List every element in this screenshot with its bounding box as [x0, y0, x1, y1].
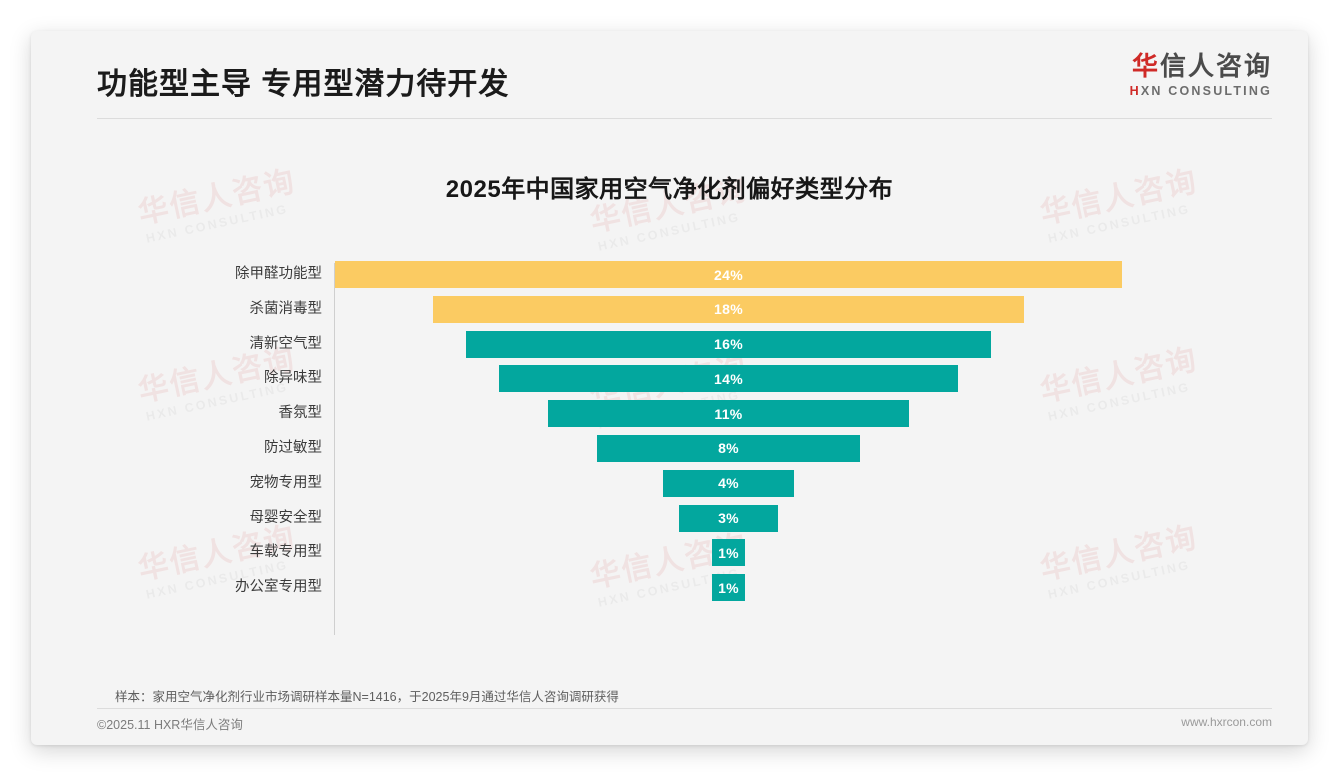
chart-rows: 除甲醛功能型 24% 杀菌消毒型 18% 清新空气型 16% 除异味型 14% 香氛型 11% 防过…: [97, 257, 1232, 605]
funnel-chart: 除甲醛功能型 24% 杀菌消毒型 18% 清新空气型 16% 除异味型 14% 香氛型 11% 防过…: [97, 257, 1232, 647]
chart-title: 2025年中国家用空气净化剂偏好类型分布: [445, 176, 894, 203]
logo-english-text: HXN CONSULTING: [1130, 84, 1272, 98]
bar-track: 1%: [335, 570, 1232, 605]
bar-value-label: 3%: [718, 510, 739, 527]
bar-track: 8%: [335, 431, 1232, 466]
chart-axis-line: [334, 263, 335, 635]
company-logo: 华信人咨询 HXN CONSULTING: [1130, 51, 1272, 98]
chart-row: 防过敏型 8%: [97, 431, 1232, 466]
logo-chinese-rest: 信人咨询: [1159, 51, 1272, 81]
bar-value-label: 1%: [718, 544, 739, 561]
page-title: 功能型主导 专用型潜力待开发: [97, 68, 510, 101]
category-label: 防过敏型: [264, 439, 322, 456]
chart-bar[interactable]: 1%: [712, 539, 745, 567]
chart-row: 车载专用型 1%: [97, 535, 1232, 570]
chart-row: 除甲醛功能型 24%: [97, 257, 1232, 292]
bar-track: 1%: [335, 535, 1232, 570]
chart-row: 除异味型 14%: [97, 361, 1232, 396]
chart-bar[interactable]: 16%: [466, 330, 991, 358]
category-label: 香氛型: [278, 405, 323, 422]
logo-chinese-text: 华信人咨询: [1130, 51, 1272, 81]
category-label: 清新空气型: [249, 335, 323, 352]
category-label: 杀菌消毒型: [249, 300, 323, 317]
bar-value-label: 24%: [714, 266, 743, 283]
chart-bar[interactable]: 24%: [335, 261, 1122, 288]
bar-value-label: 16%: [714, 336, 743, 353]
bar-track: 3%: [335, 501, 1232, 536]
chart-bar[interactable]: 14%: [498, 365, 959, 393]
category-label: 除甲醛功能型: [235, 266, 322, 282]
footer-website: www.hxrcon.com: [1181, 715, 1272, 729]
footer-copyright: ©2025.11 HXR华信人咨询: [97, 718, 243, 732]
header-divider: [97, 118, 1272, 119]
chart-bar[interactable]: 18%: [433, 295, 1024, 323]
chart-row: 母婴安全型 3%: [97, 501, 1232, 536]
category-label: 车载专用型: [249, 544, 323, 561]
chart-footnote: 样本：家用空气净化剂行业市场调研样本量N=1416，于2025年9月通过华信人咨…: [115, 690, 619, 704]
bar-value-label: 8%: [718, 440, 739, 457]
chart-bar[interactable]: 11%: [548, 400, 909, 428]
bar-track: 14%: [335, 361, 1232, 396]
slide-card: 华信人咨询 HXN CONSULTING 华信人咨询 HXN CONSULTING 华信…: [31, 31, 1308, 745]
footer-divider: [97, 708, 1272, 709]
slide-footer: ©2025.11 HXR华信人咨询 www.hxrcon.com: [31, 714, 1308, 744]
chart-row: 办公室专用型 1%: [97, 570, 1232, 605]
bar-value-label: 11%: [714, 405, 743, 422]
slide-header: 功能型主导 专用型潜力待开发 华信人咨询 HXN CONSULTING: [31, 31, 1308, 119]
logo-h-letter: H: [1129, 84, 1141, 99]
chart-row: 香氛型 11%: [97, 396, 1232, 431]
watermark-english: HXN CONSULTING: [596, 209, 742, 254]
bar-track: 18%: [335, 292, 1232, 327]
category-label: 宠物专用型: [249, 474, 323, 491]
chart-row: 清新空气型 16%: [97, 327, 1232, 362]
bar-track: 24%: [335, 257, 1232, 292]
logo-english-rest: XN CONSULTING: [1140, 84, 1272, 99]
chart-bar[interactable]: 3%: [679, 504, 778, 532]
category-label: 办公室专用型: [235, 579, 322, 596]
bar-track: 16%: [335, 327, 1232, 362]
bar-value-label: 1%: [718, 579, 739, 596]
bar-value-label: 14%: [714, 370, 743, 387]
chart-bar[interactable]: 8%: [597, 434, 860, 462]
watermark-english: HXN CONSULTING: [1046, 201, 1192, 246]
category-label: 除异味型: [264, 370, 322, 387]
chart-bar[interactable]: 4%: [662, 469, 795, 497]
bar-track: 11%: [335, 396, 1232, 431]
bar-value-label: 4%: [718, 475, 739, 492]
chart-row: 杀菌消毒型 18%: [97, 292, 1232, 327]
bar-track: 4%: [335, 466, 1232, 501]
chart-row: 宠物专用型 4%: [97, 466, 1232, 501]
bar-value-label: 18%: [714, 301, 743, 318]
watermark-english: HXN CONSULTING: [144, 201, 290, 246]
category-label: 母婴安全型: [249, 509, 323, 526]
chart-bar[interactable]: 1%: [712, 574, 745, 602]
logo-hua-character: 华: [1131, 51, 1160, 81]
